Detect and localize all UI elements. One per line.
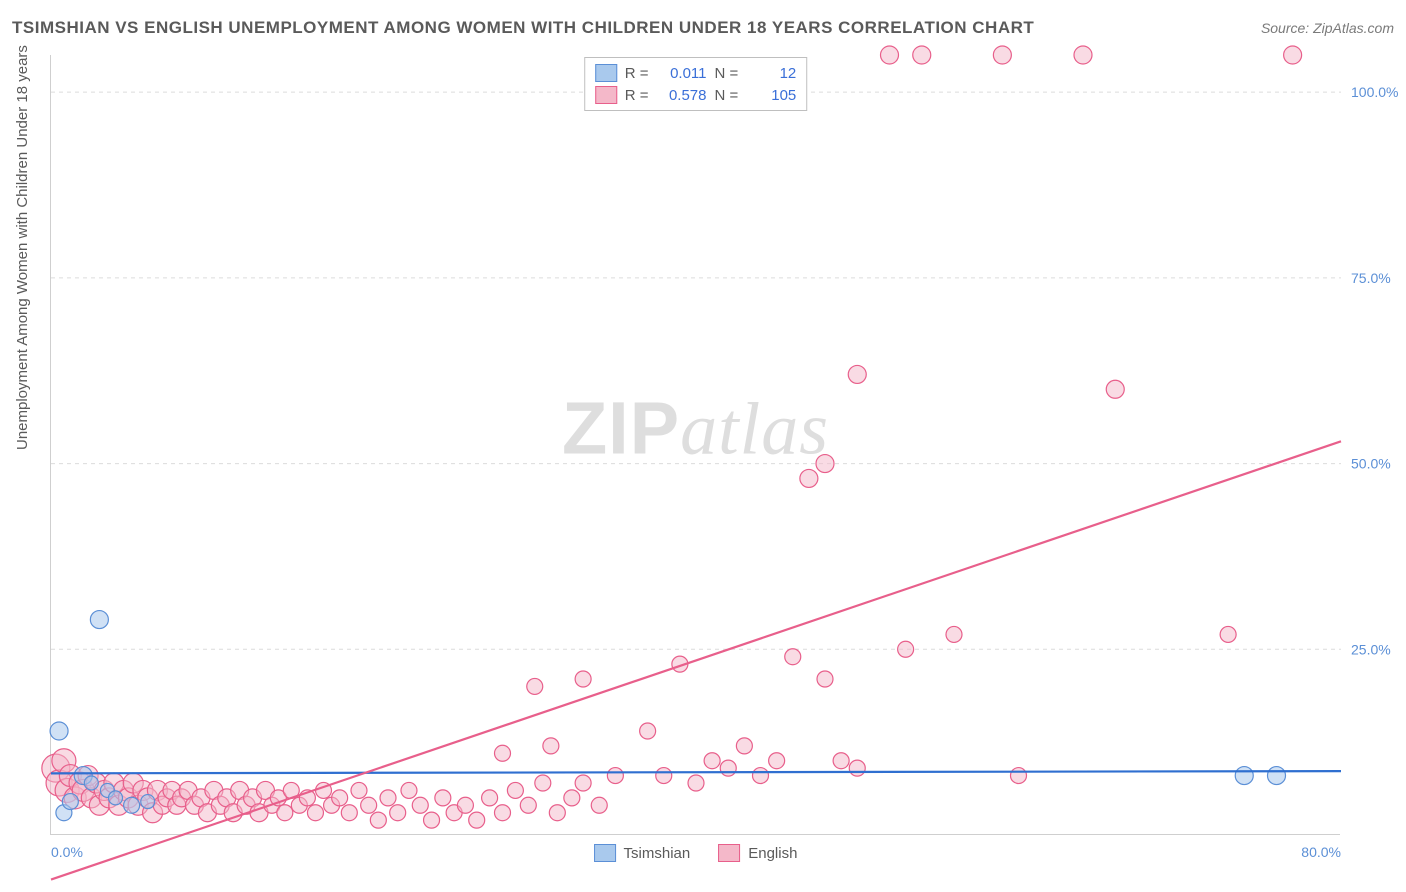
data-point-english xyxy=(640,723,656,739)
data-point-english xyxy=(412,797,428,813)
x-tick-label: 0.0% xyxy=(51,844,83,860)
y-tick-label: 100.0% xyxy=(1351,84,1398,100)
plot-area: ZIPatlas R = 0.011 N = 12 R = 0.578 N = … xyxy=(50,55,1340,835)
n-label: N = xyxy=(715,65,739,82)
y-tick-label: 25.0% xyxy=(1351,641,1391,657)
data-point-english xyxy=(1011,768,1027,784)
data-point-english xyxy=(527,678,543,694)
legend-row-english: R = 0.578 N = 105 xyxy=(595,84,797,106)
data-point-tsimshian xyxy=(141,795,155,809)
data-point-english xyxy=(946,626,962,642)
data-point-tsimshian xyxy=(84,776,98,790)
data-point-english xyxy=(435,790,451,806)
data-point-english xyxy=(575,775,591,791)
english-swatch xyxy=(595,86,617,104)
trend-line-tsimshian xyxy=(51,771,1341,773)
data-point-tsimshian xyxy=(1235,767,1253,785)
data-point-english xyxy=(848,365,866,383)
data-point-english xyxy=(817,671,833,687)
data-point-english xyxy=(482,790,498,806)
n-label: N = xyxy=(715,87,739,104)
data-point-english xyxy=(332,790,348,806)
data-point-english xyxy=(457,797,473,813)
tsimshian-swatch-icon xyxy=(594,844,616,862)
data-point-english xyxy=(607,768,623,784)
data-point-tsimshian xyxy=(109,791,123,805)
data-point-english xyxy=(816,455,834,473)
data-point-english xyxy=(1284,46,1302,64)
y-axis-label: Unemployment Among Women with Children U… xyxy=(14,45,31,450)
data-point-english xyxy=(898,641,914,657)
legend-row-tsimshian: R = 0.011 N = 12 xyxy=(595,62,797,84)
tsimshian-r-value: 0.011 xyxy=(657,65,707,82)
data-point-english xyxy=(370,812,386,828)
data-point-english xyxy=(277,805,293,821)
data-point-english xyxy=(913,46,931,64)
data-point-english xyxy=(380,790,396,806)
data-point-english xyxy=(785,649,801,665)
data-point-english xyxy=(704,753,720,769)
trend-line-english xyxy=(51,441,1341,879)
data-point-english xyxy=(849,760,865,776)
english-r-value: 0.578 xyxy=(657,87,707,104)
data-point-english xyxy=(753,768,769,784)
legend-item-tsimshian: Tsimshian xyxy=(594,844,691,862)
data-point-tsimshian xyxy=(1268,767,1286,785)
data-point-tsimshian xyxy=(62,794,78,810)
data-point-english xyxy=(1106,380,1124,398)
tsimshian-n-value: 12 xyxy=(746,65,796,82)
data-point-english xyxy=(800,469,818,487)
data-point-english xyxy=(736,738,752,754)
data-point-english xyxy=(549,805,565,821)
data-point-english xyxy=(1220,626,1236,642)
y-tick-label: 50.0% xyxy=(1351,456,1391,472)
data-point-english xyxy=(307,805,323,821)
data-point-tsimshian xyxy=(90,611,108,629)
data-point-english xyxy=(495,805,511,821)
data-point-english xyxy=(543,738,559,754)
legend-label-english: English xyxy=(748,845,797,862)
english-swatch-icon xyxy=(718,844,740,862)
legend-label-tsimshian: Tsimshian xyxy=(624,845,691,862)
data-point-english xyxy=(351,782,367,798)
english-n-value: 105 xyxy=(746,87,796,104)
data-point-english xyxy=(520,797,536,813)
data-point-english xyxy=(1074,46,1092,64)
data-point-english xyxy=(591,797,607,813)
data-point-english xyxy=(495,745,511,761)
scatter-chart: 25.0%50.0%75.0%100.0%0.0%80.0% xyxy=(51,55,1341,835)
series-legend: Tsimshian English xyxy=(594,844,798,862)
chart-title: TSIMSHIAN VS ENGLISH UNEMPLOYMENT AMONG … xyxy=(12,18,1034,38)
data-point-english xyxy=(424,812,440,828)
r-label: R = xyxy=(625,65,649,82)
y-tick-label: 75.0% xyxy=(1351,270,1391,286)
data-point-tsimshian xyxy=(124,797,140,813)
data-point-english xyxy=(575,671,591,687)
data-point-english xyxy=(688,775,704,791)
title-bar: TSIMSHIAN VS ENGLISH UNEMPLOYMENT AMONG … xyxy=(12,18,1394,38)
correlation-legend: R = 0.011 N = 12 R = 0.578 N = 105 xyxy=(584,57,808,111)
data-point-english xyxy=(881,46,899,64)
data-point-english xyxy=(769,753,785,769)
data-point-english xyxy=(564,790,580,806)
r-label: R = xyxy=(625,87,649,104)
data-point-english xyxy=(401,782,417,798)
data-point-english xyxy=(361,797,377,813)
data-point-english xyxy=(993,46,1011,64)
data-point-english xyxy=(833,753,849,769)
tsimshian-swatch xyxy=(595,64,617,82)
data-point-english xyxy=(390,805,406,821)
source-attribution: Source: ZipAtlas.com xyxy=(1261,20,1394,36)
legend-item-english: English xyxy=(718,844,797,862)
data-point-english xyxy=(656,768,672,784)
data-point-english xyxy=(507,782,523,798)
data-point-english xyxy=(341,805,357,821)
data-point-english xyxy=(535,775,551,791)
data-point-english xyxy=(720,760,736,776)
data-point-english xyxy=(469,812,485,828)
data-point-tsimshian xyxy=(50,722,68,740)
x-tick-label: 80.0% xyxy=(1301,844,1341,860)
